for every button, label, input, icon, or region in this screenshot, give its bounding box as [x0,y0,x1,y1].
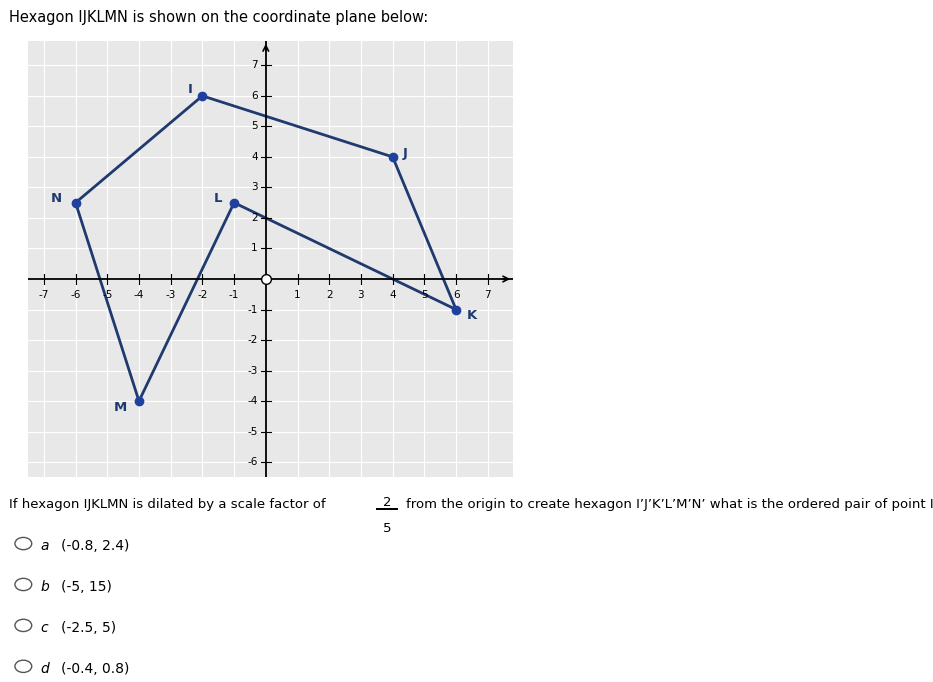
Text: 2: 2 [326,290,332,299]
Text: 3: 3 [357,290,364,299]
Text: -2: -2 [247,335,258,345]
Text: (-0.8, 2.4): (-0.8, 2.4) [61,539,129,553]
Text: -4: -4 [247,396,258,406]
Text: 7: 7 [484,290,491,299]
Text: -3: -3 [165,290,176,299]
Text: -1: -1 [247,305,258,314]
Text: d: d [40,662,49,676]
Text: -2: -2 [197,290,207,299]
Text: L: L [214,192,222,205]
Text: 3: 3 [251,182,258,192]
Text: 5: 5 [383,522,392,535]
Text: 1: 1 [251,243,258,254]
Text: c: c [40,621,48,635]
Text: Hexagon IJKLMN is shown on the coordinate plane below:: Hexagon IJKLMN is shown on the coordinat… [9,10,428,25]
Text: I: I [188,83,192,96]
Text: -5: -5 [102,290,113,299]
Text: -6: -6 [247,457,258,467]
Text: N: N [51,192,63,205]
Text: If hexagon IJKLMN is dilated by a scale factor of: If hexagon IJKLMN is dilated by a scale … [9,498,326,511]
Text: K: K [466,309,477,322]
Text: -1: -1 [229,290,239,299]
Text: 5: 5 [251,121,258,132]
Text: b: b [40,580,49,594]
Text: 4: 4 [389,290,396,299]
Text: M: M [113,401,127,414]
Text: from the origin to create hexagon I’J’K’L’M’N’ what is the ordered pair of point: from the origin to create hexagon I’J’K’… [406,498,933,511]
Text: 6: 6 [251,91,258,101]
Text: 5: 5 [421,290,427,299]
Text: (-0.4, 0.8): (-0.4, 0.8) [61,662,129,676]
Text: -7: -7 [38,290,49,299]
Text: a: a [40,539,49,553]
Text: 1: 1 [294,290,300,299]
Text: 2: 2 [251,213,258,223]
Text: 7: 7 [251,60,258,70]
Text: -5: -5 [247,427,258,436]
Text: (-2.5, 5): (-2.5, 5) [61,621,116,635]
Text: -4: -4 [133,290,145,299]
Text: J: J [403,147,408,160]
Text: -3: -3 [247,366,258,376]
Text: 6: 6 [453,290,459,299]
Text: (-5, 15): (-5, 15) [61,580,112,594]
Text: -6: -6 [70,290,81,299]
Text: 4: 4 [251,152,258,162]
Text: 2: 2 [383,496,392,509]
